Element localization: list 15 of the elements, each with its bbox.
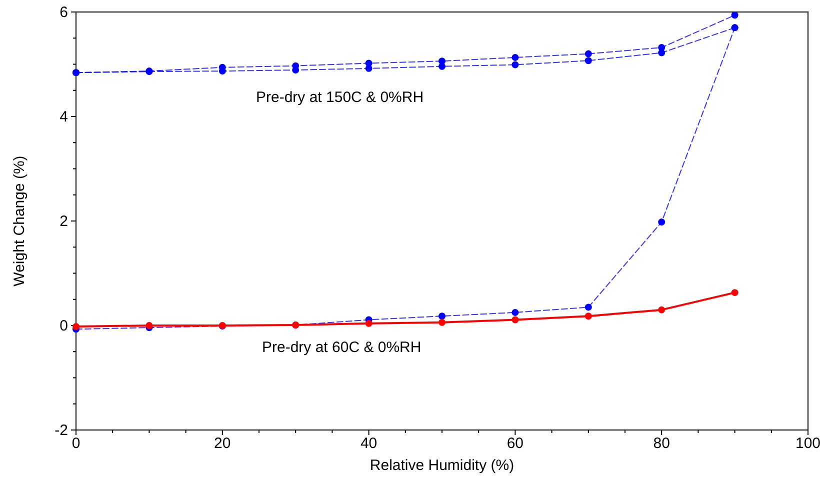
x-tick-label: 0 [72,435,80,452]
x-tick-label: 60 [506,435,524,452]
x-tick-label: 40 [360,435,378,452]
annotation: Pre-dry at 150C & 0%RH [256,89,424,106]
x-tick-label: 100 [795,435,821,452]
y-tick-label: 6 [60,4,68,21]
y-tick-label: 2 [60,213,68,230]
y-tick-label: 0 [60,318,68,334]
x-tick-label: 80 [653,435,670,452]
y-tick-label: 4 [60,108,68,126]
annotation: Pre-dry at 60C & 0%RH [262,339,422,356]
y-tick-label: -2 [54,422,68,439]
y-axis-title: Weight Change (%) [11,156,28,286]
x-axis-title: Relative Humidity (%) [370,457,514,474]
x-tick-label: 20 [214,435,231,452]
